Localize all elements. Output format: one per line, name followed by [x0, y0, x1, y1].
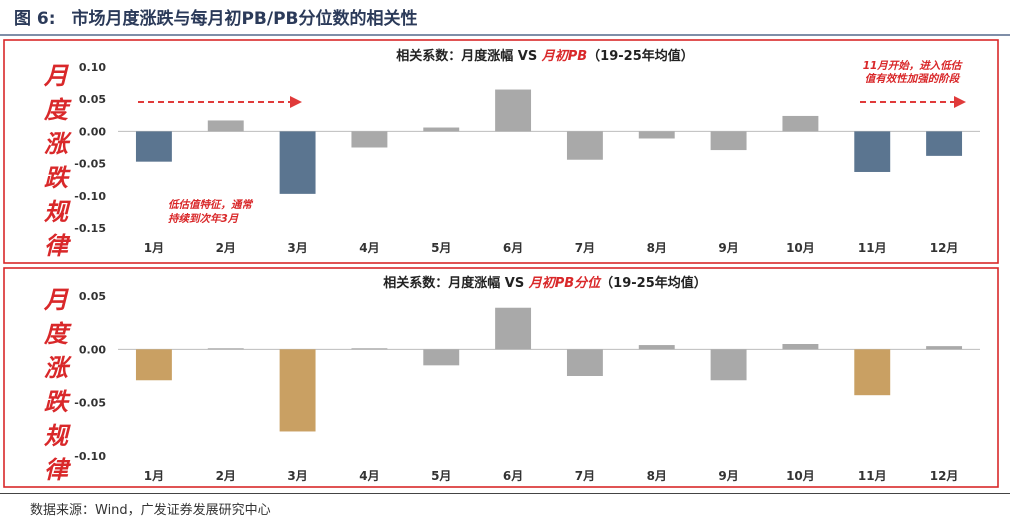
bar — [782, 344, 819, 350]
bar — [926, 346, 963, 350]
x-tick-label: 1月 — [144, 241, 164, 255]
chart-1-title-highlight: 月初PB — [541, 48, 588, 64]
figure-title: 市场月度涨跌与每月初PB/PB分位数的相关性 — [71, 9, 418, 29]
chart-1-title-suffix: （19-25年均值） — [587, 48, 694, 64]
bar — [566, 349, 603, 376]
annotation-2-line-2: 值有效性加强的阶段 — [865, 72, 961, 85]
bar — [423, 349, 460, 366]
bar — [351, 348, 388, 350]
x-tick-label: 2月 — [216, 241, 236, 255]
chart-2-title-suffix: （19-25年均值） — [600, 275, 707, 291]
x-tick-label: 11月 — [858, 241, 887, 255]
y-tick-label: 0.10 — [79, 61, 106, 74]
side-label-char: 跌 — [44, 163, 71, 192]
bar — [638, 131, 675, 139]
x-tick-label: 11月 — [858, 469, 887, 483]
bar — [207, 120, 244, 132]
x-tick-label: 5月 — [431, 469, 451, 483]
side-label-char: 跌 — [44, 387, 71, 416]
x-tick-label: 4月 — [359, 469, 379, 483]
chart-2-title: 相关系数：月度涨幅 VS 月初PB分位（19-25年均值） — [383, 275, 707, 291]
x-tick-label: 8月 — [647, 241, 667, 255]
side-label-char: 度 — [43, 319, 72, 348]
chart-2: 0.05 0.00 -0.05 -0.10 1月 2月 3月 4月 5月 6月 7月 8月 9月 10月 1… — [74, 290, 980, 483]
x-tick-label: 3月 — [287, 241, 307, 255]
x-tick-label: 3月 — [287, 469, 307, 483]
x-tick-label: 8月 — [647, 469, 667, 483]
y-tick-label: 0.05 — [79, 290, 106, 303]
x-tick-label: 4月 — [359, 241, 379, 255]
chart-2-title-highlight: 月初PB分位 — [528, 275, 602, 291]
bar — [135, 131, 172, 162]
side-label-char: 规 — [44, 197, 71, 226]
side-label-char: 涨 — [44, 353, 72, 382]
chart-1-title-prefix: 相关系数：月度涨幅 VS — [396, 48, 541, 64]
y-tick-label: 0.00 — [79, 343, 106, 356]
y-tick-label: 0.00 — [79, 125, 106, 138]
x-tick-label: 6月 — [503, 469, 523, 483]
bar — [854, 131, 891, 172]
annotation-1-line-2: 持续到次年3月 — [168, 212, 239, 225]
annotation-1-line-1: 低估值特征，通常 — [168, 198, 253, 211]
bar — [782, 115, 819, 132]
bar — [495, 89, 532, 132]
header-rule — [0, 34, 1010, 36]
bar — [279, 349, 316, 432]
bar — [638, 345, 675, 350]
chart-1: 0.10 0.05 0.00 -0.05 -0.10 -0.15 1月 2月 3月 4月 5月 6月 7… — [74, 61, 980, 255]
side-label-char: 涨 — [44, 129, 72, 158]
x-tick-label: 9月 — [718, 241, 738, 255]
x-tick-label: 12月 — [930, 241, 959, 255]
side-label-char: 律 — [44, 455, 72, 484]
y-tick-label: -0.05 — [74, 397, 106, 410]
bar — [423, 127, 460, 132]
side-label-char: 月 — [43, 61, 69, 90]
side-label-char: 度 — [43, 95, 72, 124]
bar — [710, 131, 747, 151]
x-tick-label: 10月 — [786, 241, 815, 255]
annotation-2-line-1: 11月开始，进入低估 — [863, 59, 963, 72]
bar — [135, 349, 172, 381]
figure-header: 图 6: 市场月度涨跌与每月初PB/PB分位数的相关性 — [14, 4, 1010, 34]
chart-2-title-prefix: 相关系数：月度涨幅 VS — [383, 275, 528, 291]
y-tick-label: -0.05 — [74, 158, 106, 171]
bar — [351, 131, 388, 148]
x-tick-label: 1月 — [144, 469, 164, 483]
y-tick-label: -0.15 — [74, 222, 106, 235]
side-label-char: 月 — [43, 285, 69, 314]
source-note: 数据来源：Wind，广发证券发展研究中心 — [30, 503, 271, 518]
bar — [566, 131, 603, 160]
x-tick-label: 5月 — [431, 241, 451, 255]
side-label-char: 规 — [44, 421, 71, 450]
x-tick-label: 2月 — [216, 469, 236, 483]
figure-number: 图 6: — [14, 9, 56, 29]
panel-1-frame — [3, 39, 999, 264]
chart-1-title: 相关系数：月度涨幅 VS 月初PB（19-25年均值） — [396, 48, 694, 64]
x-tick-label: 7月 — [575, 469, 595, 483]
y-tick-label: -0.10 — [74, 450, 106, 463]
x-tick-label: 10月 — [786, 469, 815, 483]
footer-rule — [0, 493, 1010, 494]
x-tick-label: 9月 — [718, 469, 738, 483]
bar — [279, 131, 316, 194]
bar — [495, 307, 532, 350]
bar — [710, 349, 747, 381]
panel-2-frame — [3, 267, 999, 488]
y-tick-label: 0.05 — [79, 93, 106, 106]
x-tick-label: 6月 — [503, 241, 523, 255]
x-tick-label: 7月 — [575, 241, 595, 255]
bar — [926, 131, 963, 156]
bar — [207, 348, 244, 350]
x-tick-label: 12月 — [930, 469, 959, 483]
bar — [854, 349, 891, 396]
side-label-char: 律 — [44, 231, 72, 260]
y-tick-label: -0.10 — [74, 190, 106, 203]
arrow-head-right — [954, 96, 966, 108]
arrow-head-left — [290, 96, 302, 108]
